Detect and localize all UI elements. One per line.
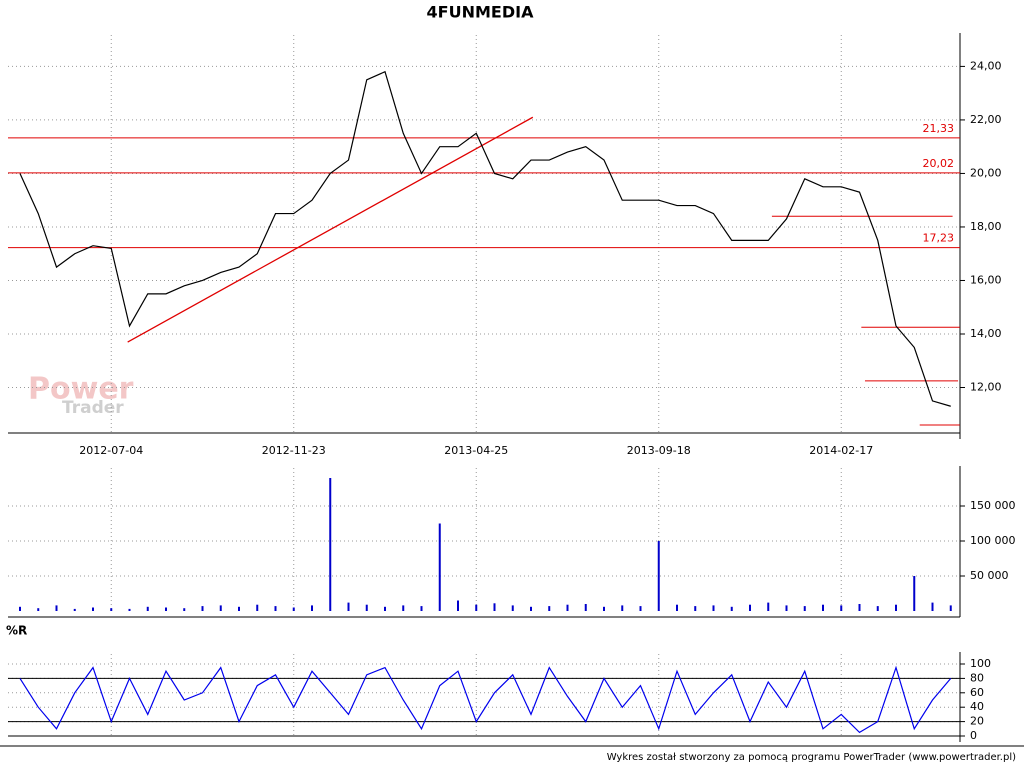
bar	[840, 605, 843, 611]
series-line	[19, 665, 952, 734]
bar	[402, 605, 405, 611]
level-label: 20,02	[923, 157, 955, 170]
y-tick-label: 50 000	[970, 569, 1009, 582]
y-tick-label: 80	[970, 671, 984, 684]
bar	[895, 604, 897, 611]
y-tick-label: 22,00	[970, 113, 1002, 126]
y-tick-label: 18,00	[970, 220, 1002, 233]
x-tick-label: 2013-09-18	[627, 444, 691, 457]
bar	[128, 608, 131, 611]
y-tick-label: 16,00	[970, 273, 1002, 286]
y-tick-label: 12,00	[970, 381, 1002, 394]
bar	[110, 608, 113, 611]
bar	[749, 604, 751, 611]
bar	[785, 605, 788, 611]
bar	[639, 606, 642, 611]
bar	[365, 604, 368, 611]
bar	[566, 604, 569, 611]
x-tick-label: 2013-04-25	[444, 444, 508, 457]
bar	[949, 605, 952, 611]
bar	[92, 607, 94, 611]
bar	[858, 604, 861, 611]
level-label: 17,23	[923, 232, 955, 245]
footer: Wykres został stworzony za pomocą progra…	[607, 752, 1016, 763]
bar	[475, 604, 478, 611]
y-tick-label: 14,00	[970, 327, 1002, 340]
bar	[146, 606, 149, 611]
bar	[803, 606, 806, 611]
y-tick-label: 20	[970, 715, 984, 728]
bar	[603, 606, 605, 611]
bar	[511, 605, 514, 611]
bar	[712, 605, 715, 611]
bar	[584, 604, 587, 611]
y-tick-label: 24,00	[970, 59, 1002, 72]
level-label: 21,33	[923, 122, 955, 135]
bar	[384, 606, 386, 611]
watermark: Trader	[62, 398, 124, 418]
y-tick-label: 100	[970, 657, 991, 670]
bar	[493, 603, 496, 611]
bar	[311, 605, 313, 611]
trend-line	[127, 116, 534, 343]
bar	[822, 604, 824, 611]
bar	[548, 606, 551, 611]
bar	[292, 607, 295, 611]
panel-title: %R	[6, 624, 27, 638]
x-tick-label: 2012-11-23	[262, 444, 326, 457]
watermark: Power	[28, 372, 134, 407]
bar	[420, 606, 423, 611]
bar	[730, 606, 733, 611]
bar	[73, 608, 76, 611]
bar	[201, 606, 204, 611]
bar	[767, 602, 770, 611]
bar	[329, 478, 332, 611]
bar	[183, 608, 186, 611]
bar	[274, 606, 277, 611]
bar	[438, 523, 441, 611]
bar	[347, 602, 350, 611]
bar	[621, 605, 624, 611]
x-tick-label: 2012-07-04	[79, 444, 143, 457]
bar	[256, 604, 259, 611]
bar	[55, 605, 58, 611]
chart-title: 4FUNMEDIA	[427, 3, 535, 22]
y-tick-label: 100 000	[970, 534, 1016, 547]
bar	[530, 606, 532, 611]
bar	[694, 606, 697, 611]
y-tick-label: 60	[970, 686, 984, 699]
bar	[37, 608, 40, 611]
bar	[238, 606, 240, 611]
series-line	[19, 70, 951, 407]
bar	[876, 606, 879, 611]
x-tick-label: 2014-02-17	[809, 444, 873, 457]
y-tick-label: 40	[970, 700, 984, 713]
bar	[19, 606, 21, 611]
bar	[219, 605, 222, 611]
bar	[913, 576, 916, 611]
bar	[931, 602, 934, 611]
bar	[165, 607, 167, 611]
y-tick-label: 0	[970, 729, 977, 742]
bar	[457, 600, 459, 611]
y-tick-label: 20,00	[970, 166, 1002, 179]
y-tick-label: 150 000	[970, 499, 1016, 512]
bar	[657, 541, 660, 611]
bar	[676, 604, 678, 611]
